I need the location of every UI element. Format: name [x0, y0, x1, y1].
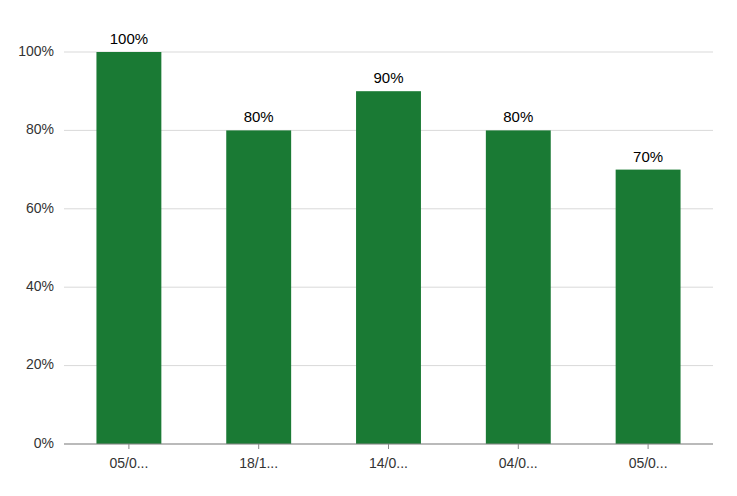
data-label: 70%	[633, 148, 663, 165]
data-labels: 100% 80% 90% 80% 70%	[110, 30, 663, 165]
y-tick-label: 60%	[26, 200, 54, 216]
y-axis: 0% 20% 40% 60% 80% 100%	[18, 43, 54, 451]
y-tick-label: 40%	[26, 278, 54, 294]
x-tick-label: 05/0...	[109, 455, 148, 471]
bar	[616, 170, 681, 444]
x-tick	[648, 444, 649, 449]
bars	[96, 52, 680, 444]
y-tick-label: 20%	[26, 356, 54, 372]
bar	[486, 130, 551, 444]
x-axis: 05/0... 18/1... 14/0... 04/0... 05/0...	[64, 444, 713, 471]
x-tick-label: 18/1...	[239, 455, 278, 471]
x-tick	[388, 444, 389, 449]
y-tick-label: 100%	[18, 43, 54, 59]
chart-container: 0%20%40%60%80%100%05/0...18/1...14/0...0…	[0, 0, 737, 496]
data-label: 80%	[503, 108, 533, 125]
bar	[226, 130, 291, 444]
x-tick-label: 05/0...	[629, 455, 668, 471]
x-tick-label: 04/0...	[499, 455, 538, 471]
x-tick-label: 14/0...	[369, 455, 408, 471]
chart: 0%20%40%60%80%100%05/0...18/1...14/0...0…	[0, 0, 737, 496]
x-tick	[258, 444, 259, 449]
bar	[96, 52, 161, 444]
y-tick-label: 0%	[34, 435, 54, 451]
x-tick	[128, 444, 129, 449]
grid	[64, 52, 713, 444]
data-label: 80%	[244, 108, 274, 125]
data-label: 90%	[373, 69, 403, 86]
data-label: 100%	[110, 30, 148, 47]
bar	[356, 91, 421, 444]
x-tick	[518, 444, 519, 449]
y-tick-label: 80%	[26, 121, 54, 137]
